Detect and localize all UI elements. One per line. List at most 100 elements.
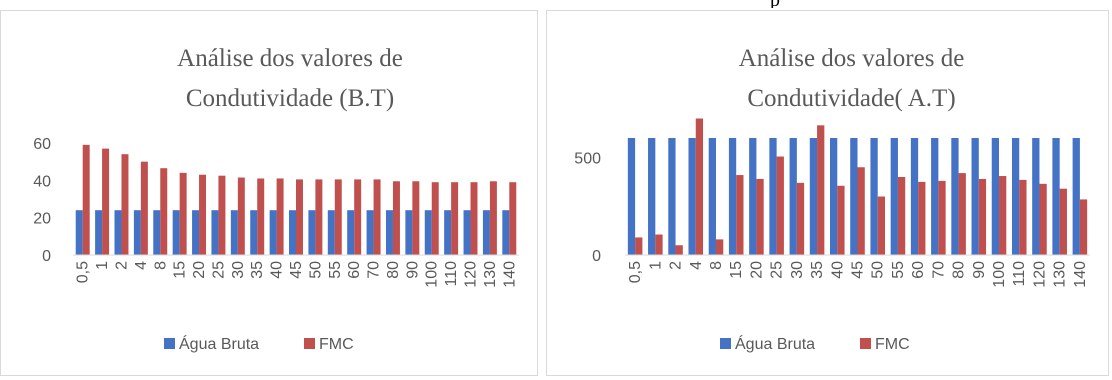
bar-fmc bbox=[392, 181, 400, 255]
bar-agua-bruta bbox=[308, 210, 316, 255]
bar-fmc bbox=[897, 177, 906, 255]
page-fragment-text: p bbox=[770, 0, 910, 8]
bar-fmc bbox=[509, 182, 517, 255]
bar-fmc bbox=[938, 180, 946, 255]
bar-agua-bruta bbox=[444, 210, 452, 255]
x-tick-label: 90 bbox=[404, 261, 421, 279]
bar-fmc bbox=[160, 168, 168, 255]
chart-title-line: Condutividade (B.T) bbox=[186, 85, 394, 112]
bar-agua-bruta bbox=[385, 210, 393, 255]
x-tick-label: 140 bbox=[501, 261, 518, 288]
x-tick-label: 90 bbox=[971, 261, 988, 279]
y-tick-label: 0 bbox=[592, 248, 601, 265]
bar-fmc bbox=[470, 182, 478, 255]
bar-agua-bruta bbox=[890, 138, 898, 255]
x-tick-label: 100 bbox=[991, 261, 1008, 288]
bar-agua-bruta bbox=[289, 210, 296, 255]
bar-fmc bbox=[1039, 183, 1047, 255]
x-tick-label: 110 bbox=[443, 261, 460, 287]
bar-fmc bbox=[918, 181, 926, 256]
legend-label: Água Bruta bbox=[735, 334, 815, 353]
x-tick-label: 60 bbox=[346, 261, 363, 279]
bar-fmc bbox=[837, 185, 845, 255]
bar-agua-bruta bbox=[931, 138, 939, 255]
bar-agua-bruta bbox=[830, 138, 838, 255]
x-tick-label: 120 bbox=[463, 261, 480, 288]
chart-title-line: Análise dos valores de bbox=[739, 45, 965, 72]
bar-fmc bbox=[1079, 199, 1088, 255]
bar-fmc bbox=[276, 178, 284, 255]
chart-svg-at: Análise dos valores de Condutividade( A.T… bbox=[574, 45, 1090, 353]
y-tick-label: 20 bbox=[33, 211, 51, 228]
x-tick-label: 2 bbox=[668, 261, 685, 270]
legend-label: Água Bruta bbox=[179, 334, 259, 353]
bar-agua-bruta bbox=[95, 210, 103, 255]
y-tick-label: 0 bbox=[42, 248, 51, 265]
bar-agua-bruta bbox=[366, 210, 374, 255]
bar-fmc bbox=[756, 178, 764, 255]
bar-agua-bruta bbox=[114, 210, 122, 255]
bar-fmc bbox=[877, 196, 885, 255]
x-tick-label: 25 bbox=[769, 261, 786, 279]
x-tick-label: 30 bbox=[789, 261, 806, 279]
bar-agua-bruta bbox=[1052, 138, 1060, 255]
bar-agua-bruta bbox=[971, 138, 979, 255]
bar-agua-bruta bbox=[347, 210, 355, 255]
chart-legend: Água Bruta FMC bbox=[720, 334, 910, 353]
x-tick-label: 0,5 bbox=[75, 261, 92, 283]
bar-fmc bbox=[451, 182, 459, 255]
x-tick-label: 55 bbox=[327, 261, 344, 279]
x-tick-label: 70 bbox=[366, 261, 383, 279]
bar-agua-bruta bbox=[192, 210, 200, 255]
x-tick-label: 140 bbox=[1072, 261, 1089, 288]
x-tick-label: 130 bbox=[1052, 261, 1069, 288]
x-tick-label: 70 bbox=[930, 261, 947, 279]
x-tick-label: 1 bbox=[647, 261, 664, 270]
x-tick-label: 1 bbox=[94, 261, 111, 270]
x-tick-label: 50 bbox=[307, 261, 324, 279]
bar-agua-bruta bbox=[870, 138, 878, 255]
bar-agua-bruta bbox=[789, 138, 797, 255]
bar-fmc bbox=[817, 125, 825, 255]
bar-agua-bruta bbox=[1032, 138, 1040, 255]
bar-fmc bbox=[675, 245, 683, 255]
bar-agua-bruta bbox=[133, 210, 141, 255]
conductivity-at-chart: Análise dos valores de Condutividade( A.T… bbox=[546, 10, 1109, 376]
x-tick-label: 30 bbox=[230, 261, 247, 279]
bar-fmc bbox=[218, 175, 226, 255]
x-tick-label: 60 bbox=[910, 261, 927, 279]
bar-agua-bruta bbox=[269, 210, 277, 255]
x-tick-label: 8 bbox=[708, 261, 725, 270]
bar-agua-bruta bbox=[250, 210, 258, 255]
bar-fmc bbox=[296, 179, 303, 255]
x-tick-label: 110 bbox=[1011, 261, 1028, 287]
x-tick-label: 35 bbox=[249, 261, 266, 279]
chart-svg-bt: Análise dos valores de Condutividade (B.T… bbox=[33, 45, 519, 353]
x-tick-label: 45 bbox=[850, 261, 867, 279]
chart-title-line: Análise dos valores de bbox=[177, 45, 403, 72]
bar-fmc bbox=[334, 179, 342, 255]
bar-fmc bbox=[315, 179, 323, 255]
x-tick-label: 80 bbox=[385, 261, 402, 279]
y-tick-label: 500 bbox=[574, 151, 601, 168]
chart-legend: Água Bruta FMC bbox=[164, 334, 354, 353]
bar-agua-bruta bbox=[769, 138, 777, 255]
bar-agua-bruta bbox=[1072, 138, 1080, 255]
y-tick-label: 60 bbox=[33, 136, 51, 153]
x-tick-label: 80 bbox=[951, 261, 968, 279]
bar-fmc bbox=[257, 178, 265, 255]
bar-fmc bbox=[635, 237, 643, 255]
bar-fmc bbox=[412, 181, 420, 255]
bar-agua-bruta bbox=[502, 210, 510, 255]
x-tick-label: 4 bbox=[133, 261, 150, 270]
legend-swatch-fmc bbox=[304, 338, 315, 349]
x-tick-label: 40 bbox=[269, 261, 286, 279]
bar-fmc bbox=[140, 161, 148, 255]
bar-fmc bbox=[354, 179, 362, 255]
x-tick-label: 45 bbox=[288, 261, 305, 279]
bar-fmc bbox=[82, 144, 90, 255]
x-tick-label: 8 bbox=[152, 261, 169, 270]
bar-agua-bruta bbox=[728, 138, 737, 255]
y-tick-label: 40 bbox=[33, 173, 51, 190]
x-tick-label: 20 bbox=[748, 261, 765, 279]
